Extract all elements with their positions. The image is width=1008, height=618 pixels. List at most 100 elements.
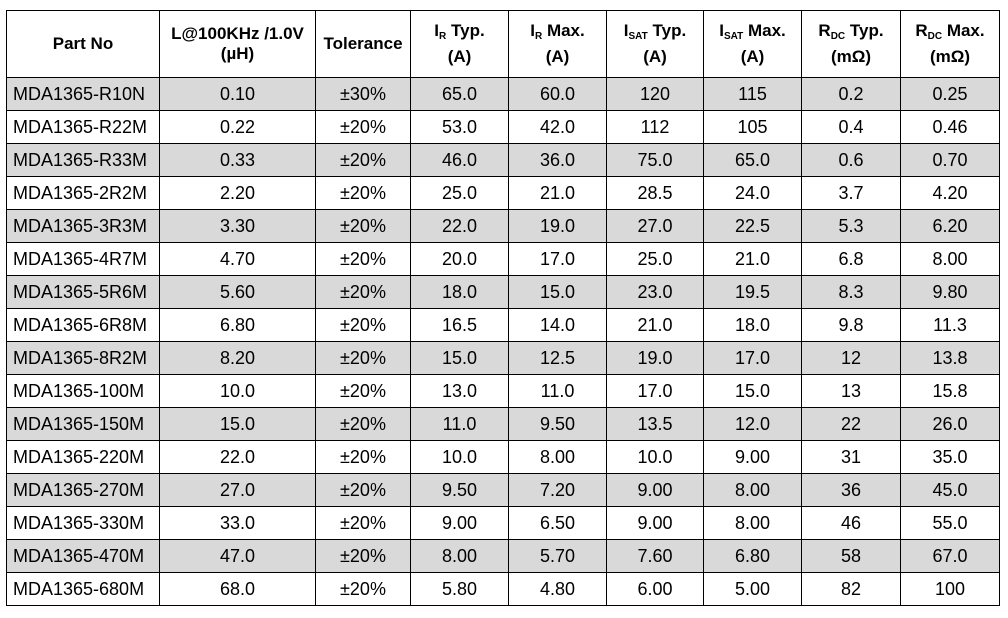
cell-tolerance: ±20% bbox=[315, 143, 411, 177]
header-part-no: Part No bbox=[6, 10, 160, 78]
cell-tolerance: ±30% bbox=[315, 77, 411, 111]
cell-part-no: MDA1365-4R7M bbox=[6, 242, 160, 276]
cell-rdc-typ: 82 bbox=[801, 572, 901, 606]
inductor-spec-table: Part No L@100KHz /1.0V (µH) Tolerance IR … bbox=[6, 10, 1000, 606]
table-body: MDA1365-R10N 0.10 ±30% 65.0 60.0 120 115 0.2 0.2… bbox=[6, 77, 1000, 606]
cell-part-no: MDA1365-270M bbox=[6, 473, 160, 507]
cell-rdc-max: 15.8 bbox=[900, 374, 1000, 408]
cell-part-no: MDA1365-680M bbox=[6, 572, 160, 606]
cell-ir-max: 60.0 bbox=[508, 77, 607, 111]
cell-rdc-max: 6.20 bbox=[900, 209, 1000, 243]
cell-inductance: 68.0 bbox=[159, 572, 316, 606]
cell-inductance: 8.20 bbox=[159, 341, 316, 375]
cell-isat-typ: 9.00 bbox=[606, 473, 704, 507]
cell-rdc-max: 4.20 bbox=[900, 176, 1000, 210]
cell-ir-max: 15.0 bbox=[508, 275, 607, 309]
cell-tolerance: ±20% bbox=[315, 242, 411, 276]
cell-rdc-typ: 13 bbox=[801, 374, 901, 408]
cell-ir-typ: 10.0 bbox=[410, 440, 509, 474]
table-row: MDA1365-270M 27.0 ±20% 9.50 7.20 9.00 8.00 36 45… bbox=[6, 473, 1000, 507]
cell-isat-max: 6.80 bbox=[703, 539, 802, 573]
cell-ir-typ: 11.0 bbox=[410, 407, 509, 441]
cell-isat-typ: 19.0 bbox=[606, 341, 704, 375]
cell-rdc-typ: 22 bbox=[801, 407, 901, 441]
cell-ir-typ: 22.0 bbox=[410, 209, 509, 243]
cell-isat-typ: 25.0 bbox=[606, 242, 704, 276]
cell-part-no: MDA1365-330M bbox=[6, 506, 160, 540]
cell-rdc-typ: 8.3 bbox=[801, 275, 901, 309]
cell-ir-max: 42.0 bbox=[508, 110, 607, 144]
cell-rdc-max: 9.80 bbox=[900, 275, 1000, 309]
cell-tolerance: ±20% bbox=[315, 308, 411, 342]
cell-tolerance: ±20% bbox=[315, 407, 411, 441]
header-ir-max: IR Max. (A) bbox=[508, 10, 607, 78]
cell-isat-max: 15.0 bbox=[703, 374, 802, 408]
cell-isat-max: 105 bbox=[703, 110, 802, 144]
cell-rdc-typ: 6.8 bbox=[801, 242, 901, 276]
cell-isat-max: 5.00 bbox=[703, 572, 802, 606]
table-row: MDA1365-100M 10.0 ±20% 13.0 11.0 17.0 15.0 13 15… bbox=[6, 374, 1000, 408]
header-row: Part No L@100KHz /1.0V (µH) Tolerance IR … bbox=[6, 10, 1000, 78]
cell-isat-typ: 6.00 bbox=[606, 572, 704, 606]
table-row: MDA1365-R10N 0.10 ±30% 65.0 60.0 120 115 0.2 0.2… bbox=[6, 77, 1000, 111]
table-row: MDA1365-470M 47.0 ±20% 8.00 5.70 7.60 6.80 58 67… bbox=[6, 539, 1000, 573]
cell-isat-max: 22.5 bbox=[703, 209, 802, 243]
cell-tolerance: ±20% bbox=[315, 539, 411, 573]
cell-ir-max: 36.0 bbox=[508, 143, 607, 177]
cell-isat-typ: 28.5 bbox=[606, 176, 704, 210]
cell-rdc-max: 100 bbox=[900, 572, 1000, 606]
cell-tolerance: ±20% bbox=[315, 341, 411, 375]
table-row: MDA1365-680M 68.0 ±20% 5.80 4.80 6.00 5.00 82 10… bbox=[6, 572, 1000, 606]
cell-ir-typ: 25.0 bbox=[410, 176, 509, 210]
header-ir-typ: IR Typ. (A) bbox=[410, 10, 509, 78]
cell-ir-max: 11.0 bbox=[508, 374, 607, 408]
cell-ir-typ: 5.80 bbox=[410, 572, 509, 606]
cell-ir-typ: 8.00 bbox=[410, 539, 509, 573]
header-isat-typ: ISAT Typ. (A) bbox=[606, 10, 704, 78]
cell-isat-typ: 10.0 bbox=[606, 440, 704, 474]
table-row: MDA1365-4R7M 4.70 ±20% 20.0 17.0 25.0 21.0 6.8 8… bbox=[6, 242, 1000, 276]
cell-rdc-max: 35.0 bbox=[900, 440, 1000, 474]
cell-isat-max: 18.0 bbox=[703, 308, 802, 342]
table-row: MDA1365-330M 33.0 ±20% 9.00 6.50 9.00 8.00 46 55… bbox=[6, 506, 1000, 540]
cell-rdc-max: 13.8 bbox=[900, 341, 1000, 375]
cell-isat-typ: 7.60 bbox=[606, 539, 704, 573]
cell-part-no: MDA1365-R33M bbox=[6, 143, 160, 177]
table-header: Part No L@100KHz /1.0V (µH) Tolerance IR … bbox=[6, 10, 1000, 78]
table-row: MDA1365-R22M 0.22 ±20% 53.0 42.0 112 105 0.4 0.4… bbox=[6, 110, 1000, 144]
cell-ir-typ: 65.0 bbox=[410, 77, 509, 111]
cell-ir-typ: 13.0 bbox=[410, 374, 509, 408]
cell-rdc-typ: 0.6 bbox=[801, 143, 901, 177]
cell-part-no: MDA1365-3R3M bbox=[6, 209, 160, 243]
cell-isat-max: 21.0 bbox=[703, 242, 802, 276]
cell-ir-max: 4.80 bbox=[508, 572, 607, 606]
cell-rdc-max: 45.0 bbox=[900, 473, 1000, 507]
table-row: MDA1365-2R2M 2.20 ±20% 25.0 21.0 28.5 24.0 3.7 4… bbox=[6, 176, 1000, 210]
cell-ir-typ: 9.50 bbox=[410, 473, 509, 507]
cell-part-no: MDA1365-8R2M bbox=[6, 341, 160, 375]
cell-tolerance: ±20% bbox=[315, 473, 411, 507]
cell-ir-max: 17.0 bbox=[508, 242, 607, 276]
cell-rdc-max: 0.70 bbox=[900, 143, 1000, 177]
cell-ir-typ: 18.0 bbox=[410, 275, 509, 309]
cell-isat-typ: 21.0 bbox=[606, 308, 704, 342]
cell-ir-typ: 9.00 bbox=[410, 506, 509, 540]
cell-isat-max: 8.00 bbox=[703, 506, 802, 540]
cell-ir-max: 12.5 bbox=[508, 341, 607, 375]
cell-ir-max: 19.0 bbox=[508, 209, 607, 243]
cell-ir-typ: 20.0 bbox=[410, 242, 509, 276]
cell-tolerance: ±20% bbox=[315, 110, 411, 144]
cell-ir-typ: 15.0 bbox=[410, 341, 509, 375]
cell-rdc-max: 67.0 bbox=[900, 539, 1000, 573]
cell-tolerance: ±20% bbox=[315, 275, 411, 309]
cell-isat-max: 19.5 bbox=[703, 275, 802, 309]
cell-inductance: 4.70 bbox=[159, 242, 316, 276]
header-isat-max: ISAT Max. (A) bbox=[703, 10, 802, 78]
cell-rdc-max: 11.3 bbox=[900, 308, 1000, 342]
cell-ir-typ: 16.5 bbox=[410, 308, 509, 342]
table-row: MDA1365-6R8M 6.80 ±20% 16.5 14.0 21.0 18.0 9.8 1… bbox=[6, 308, 1000, 342]
cell-rdc-typ: 9.8 bbox=[801, 308, 901, 342]
cell-isat-typ: 120 bbox=[606, 77, 704, 111]
cell-part-no: MDA1365-220M bbox=[6, 440, 160, 474]
table-row: MDA1365-3R3M 3.30 ±20% 22.0 19.0 27.0 22.5 5.3 6… bbox=[6, 209, 1000, 243]
